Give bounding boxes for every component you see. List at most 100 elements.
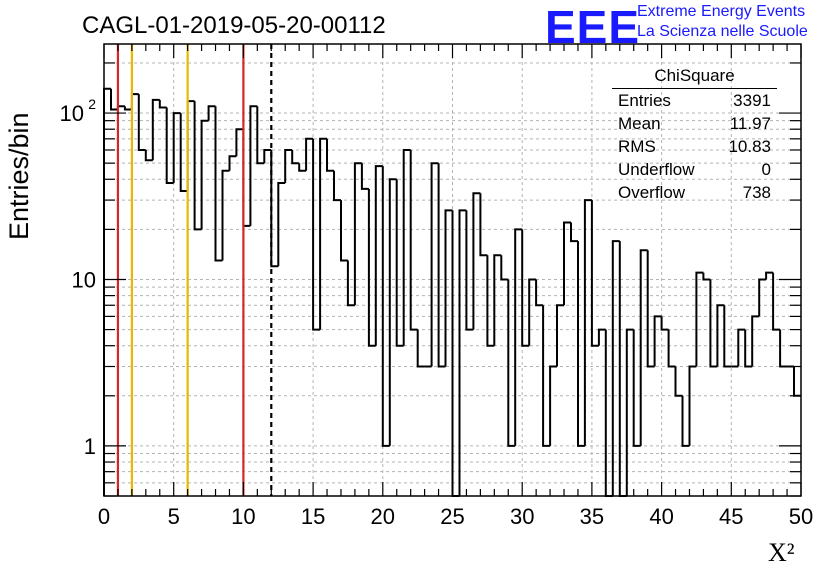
histogram-bin xyxy=(221,169,230,261)
histogram-bin xyxy=(353,162,362,306)
stats-row-entries: Entries 3391 xyxy=(612,89,777,112)
stats-row-rms: RMS 10.83 xyxy=(612,135,777,158)
histogram-bin xyxy=(179,113,188,192)
histogram-bin xyxy=(758,278,767,317)
x-tick-label: 5 xyxy=(168,504,180,529)
eee-logo-mark: EEE xyxy=(545,1,641,53)
histogram-bin xyxy=(625,328,634,496)
histogram-bin xyxy=(521,229,530,347)
histogram-bin xyxy=(772,272,781,331)
x-tick-label: 50 xyxy=(789,504,813,529)
histogram-bin xyxy=(590,200,599,347)
stats-value: 738 xyxy=(742,183,771,202)
eee-logo-line1: Extreme Energy Events xyxy=(637,3,806,20)
histogram-bin xyxy=(465,210,474,331)
histogram-bin xyxy=(409,150,418,331)
histogram-bin xyxy=(137,94,146,151)
histogram-bin xyxy=(123,106,132,111)
x-tick-label: 10 xyxy=(231,504,255,529)
stats-row-underflow: Underflow 0 xyxy=(612,158,777,181)
histogram-bin xyxy=(695,271,704,367)
histogram-bin xyxy=(604,329,613,497)
histogram-bin xyxy=(577,241,585,447)
histogram-bin xyxy=(765,271,774,280)
histogram-bin xyxy=(340,200,348,262)
histogram-bin xyxy=(479,193,488,257)
histogram-bin xyxy=(360,163,369,190)
histogram-bin xyxy=(326,138,334,172)
histogram-bin xyxy=(291,150,300,165)
histogram-bin xyxy=(472,192,481,330)
histogram-bin xyxy=(702,272,711,281)
histogram-bin xyxy=(277,182,286,267)
y-tick-label-exponent: 2 xyxy=(88,96,96,112)
stats-label: Underflow xyxy=(618,160,695,179)
histogram-bin xyxy=(681,395,690,447)
histogram-bin xyxy=(660,316,669,331)
x-tick-label: 20 xyxy=(371,504,395,529)
histogram-bin xyxy=(430,162,439,367)
histogram-bin xyxy=(312,138,321,331)
histogram-bin xyxy=(597,328,606,346)
y-axis-label: Entries/bin xyxy=(4,112,35,240)
y-axis-label-text: Entries/bin xyxy=(4,112,34,240)
histogram-bin xyxy=(144,150,153,162)
histogram-bin xyxy=(172,112,181,183)
histogram-bin xyxy=(207,105,216,121)
histogram-bin xyxy=(507,279,516,447)
histogram-bin xyxy=(674,366,683,397)
histogram-bin xyxy=(214,106,223,262)
histogram-bin xyxy=(416,329,425,368)
histogram-bin xyxy=(570,222,578,243)
histogram-bin xyxy=(151,98,160,161)
histogram-bin xyxy=(402,149,411,346)
histogram-bin xyxy=(556,304,564,367)
stats-row-overflow: Overflow 738 xyxy=(612,181,777,204)
run-title: CAGL-01-2019-05-20-00112 xyxy=(82,12,386,39)
histogram-bin xyxy=(632,329,641,447)
histogram-bin xyxy=(298,163,307,172)
histogram-bin xyxy=(486,255,495,347)
histogram-bin xyxy=(367,188,376,347)
x-tick-label: 30 xyxy=(510,504,534,529)
histogram-bin xyxy=(333,170,341,202)
stats-value: 3391 xyxy=(733,91,771,110)
histogram-bin xyxy=(549,365,557,446)
histogram-bin xyxy=(346,260,355,307)
stats-label: Overflow xyxy=(618,183,686,202)
histogram-bin xyxy=(381,166,390,447)
histogram-bin xyxy=(444,209,453,367)
x-axis-label-text: X² xyxy=(768,538,795,567)
histogram-bin xyxy=(305,137,314,171)
histogram-bin xyxy=(583,199,592,446)
stats-value: 0 xyxy=(761,160,771,179)
cut-lines xyxy=(116,44,273,496)
histogram-bin xyxy=(751,315,760,367)
histogram-bin xyxy=(639,249,648,446)
histogram-bin xyxy=(256,106,265,165)
histogram-bin xyxy=(514,228,523,446)
histogram-bin xyxy=(737,328,746,367)
y-tick-label: 10 xyxy=(60,101,84,126)
axis-ticks xyxy=(103,44,802,497)
x-tick-label: 25 xyxy=(440,504,464,529)
x-tick-label: 40 xyxy=(649,504,673,529)
histogram-bin xyxy=(611,240,620,496)
histogram-bin xyxy=(374,165,383,346)
histogram-bin xyxy=(249,105,258,226)
histogram-bin xyxy=(228,155,237,171)
histogram-bars xyxy=(103,87,801,497)
histogram-bin xyxy=(388,178,397,446)
x-axis-label: X² xyxy=(768,538,795,568)
histogram-bin xyxy=(165,107,174,184)
histogram-bin xyxy=(319,137,327,330)
stats-value: 10.83 xyxy=(728,137,771,156)
histogram-bin xyxy=(493,254,502,346)
stats-label: Entries xyxy=(618,91,671,110)
histogram-bin xyxy=(158,99,167,109)
y-tick-label: 1 xyxy=(84,434,96,459)
histogram-bin xyxy=(193,101,202,231)
stats-label: RMS xyxy=(618,137,656,156)
stats-label: Mean xyxy=(618,114,661,133)
